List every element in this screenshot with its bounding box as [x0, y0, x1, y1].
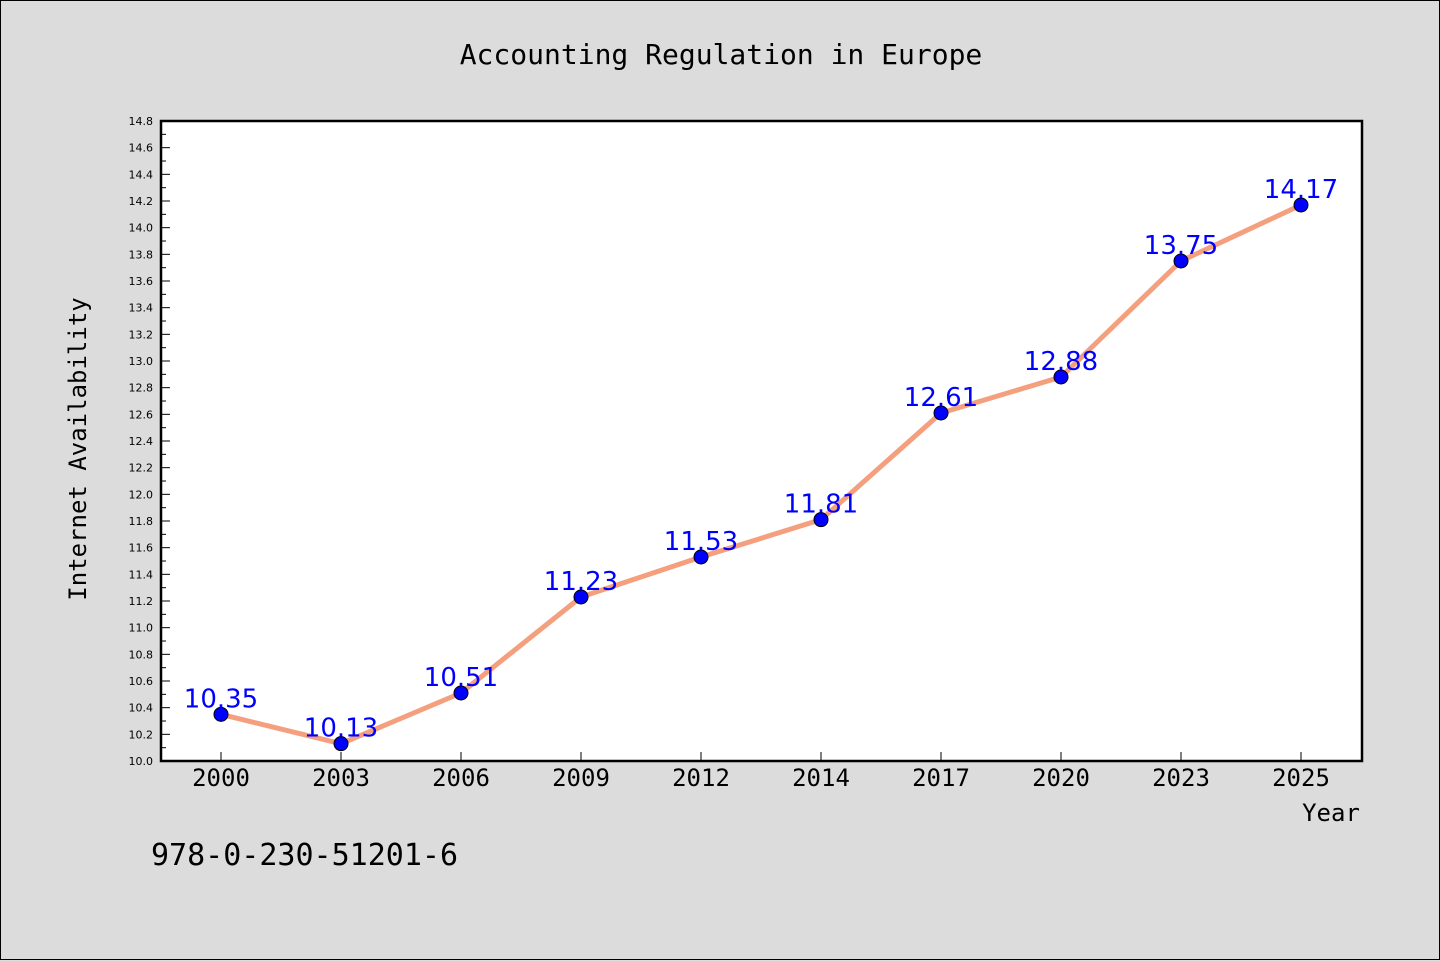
x-tick-label: 2012 [672, 764, 730, 792]
x-tick-label: 2023 [1152, 764, 1210, 792]
x-tick-label: 2006 [432, 764, 490, 792]
data-label: 11.53 [664, 527, 738, 557]
x-axis-ticks: 2000 2003 2006 2009 2012 2014 2017 2020 2023 2025 [192, 752, 1330, 792]
y-tick-label: 13.0 [129, 355, 154, 368]
x-tick-label: 2014 [792, 764, 850, 792]
y-tick-label: 11.6 [129, 542, 154, 555]
plot-area [159, 119, 1364, 763]
data-label: 10.13 [304, 714, 378, 744]
y-tick-label: 13.6 [129, 275, 154, 288]
data-label: 11.81 [784, 490, 858, 520]
x-tick-label: 2000 [192, 764, 250, 792]
y-tick-label: 13.8 [129, 248, 154, 261]
y-tick-label: 10.8 [129, 648, 154, 661]
y-tick-label: 10.4 [129, 702, 154, 715]
data-label: 10.35 [184, 684, 258, 714]
y-tick-label: 11.4 [129, 568, 154, 581]
data-point [693, 549, 709, 565]
y-tick-label: 13.4 [129, 302, 154, 315]
y-axis-ticks: 10.0 10.2 10.4 10.6 10.8 11.0 11.2 11.4 11.6 11.8… [129, 115, 170, 768]
y-tick-label: 14.2 [129, 195, 154, 208]
y-tick-label: 13.2 [129, 328, 154, 341]
data-points [213, 197, 1309, 752]
y-tick-label: 11.8 [129, 515, 154, 528]
y-tick-label: 12.2 [129, 462, 154, 475]
data-point [1053, 369, 1069, 385]
footnote-isbn: 978-0-230-51201-6 [151, 838, 458, 873]
data-label: 12.61 [904, 383, 978, 413]
y-tick-label: 12.0 [129, 488, 154, 501]
x-tick-label: 2020 [1032, 764, 1090, 792]
data-label: 12.88 [1024, 347, 1098, 377]
y-tick-label: 14.8 [129, 115, 154, 128]
y-axis-label: Internet Availability [64, 297, 92, 600]
x-tick-label: 2017 [912, 764, 970, 792]
y-tick-label: 11.2 [129, 595, 154, 608]
data-point [573, 589, 589, 605]
data-point [213, 706, 229, 722]
y-tick-label: 12.4 [129, 435, 154, 448]
y-tick-label: 14.4 [129, 168, 154, 181]
x-tick-label: 2003 [312, 764, 370, 792]
data-point [1173, 253, 1189, 269]
y-tick-label: 10.0 [129, 755, 154, 768]
data-label: 13.75 [1144, 231, 1218, 261]
data-label: 11.23 [544, 567, 618, 597]
x-tick-label: 2025 [1272, 764, 1330, 792]
data-point [1293, 197, 1309, 213]
y-tick-label: 12.6 [129, 408, 154, 421]
data-point [933, 405, 949, 421]
y-tick-label: 10.6 [129, 675, 154, 688]
x-tick-label: 2009 [552, 764, 610, 792]
y-tick-label: 12.8 [129, 382, 154, 395]
y-tick-label: 10.2 [129, 728, 154, 741]
series-line [218, 202, 1304, 747]
data-point [333, 736, 349, 752]
y-tick-label: 11.0 [129, 622, 154, 635]
x-axis-label: Year [1302, 799, 1360, 827]
data-label: 10.51 [424, 663, 498, 693]
y-tick-label: 14.6 [129, 142, 154, 155]
y-tick-label: 14.0 [129, 222, 154, 235]
data-point [813, 512, 829, 528]
data-point [453, 685, 469, 701]
data-label: 14.17 [1264, 175, 1338, 205]
data-labels: 10.35 10.13 10.51 11.23 11.53 11.81 12.61 12.88… [184, 175, 1338, 744]
chart-title: Accounting Regulation in Europe [460, 38, 983, 71]
